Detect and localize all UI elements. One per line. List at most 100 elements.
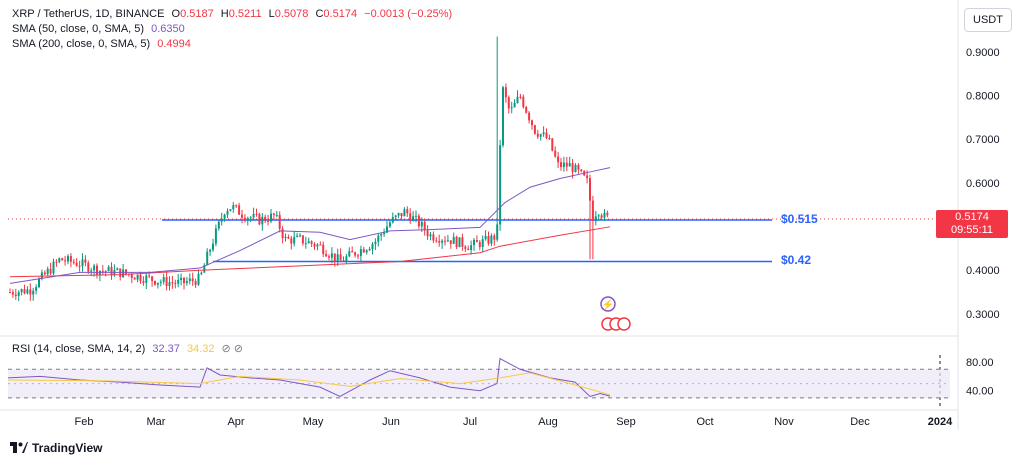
- candle-body: [38, 278, 40, 288]
- candle-body: [278, 214, 281, 229]
- rsi-label: RSI (14, close, SMA, 14, 2): [12, 343, 146, 355]
- candle-body: [562, 162, 565, 167]
- candle-body: [536, 133, 539, 137]
- candle-body: [415, 215, 417, 217]
- candle-body: [330, 253, 333, 258]
- price-tick: 0.9000: [966, 47, 1000, 59]
- price-tick: 0.8000: [966, 91, 1000, 103]
- candle-body: [238, 205, 241, 215]
- candle-body: [165, 277, 168, 287]
- candle-body: [522, 96, 525, 108]
- candle-body: [43, 272, 46, 275]
- candle-body: [322, 244, 325, 255]
- time-tick: May: [303, 416, 324, 428]
- candle-body: [342, 260, 345, 262]
- last-price: 0.5174: [955, 211, 989, 223]
- rsi-tick: 80.00: [966, 357, 994, 369]
- time-tick: Apr: [227, 416, 244, 428]
- symbol-label: XRP / TetherUS, 1D, BINANCE: [12, 8, 165, 20]
- candle-body: [23, 289, 26, 294]
- candle-body: [475, 239, 478, 243]
- candle-body: [78, 265, 81, 267]
- candle-body: [484, 235, 487, 240]
- candle-body: [394, 215, 397, 218]
- candle-body: [359, 249, 362, 256]
- price-tick: 0.6000: [966, 178, 1000, 190]
- candle-body: [496, 224, 499, 240]
- sma200-value: 0.4994: [157, 38, 191, 50]
- candle-body: [589, 178, 591, 201]
- time-tick: Oct: [696, 416, 713, 428]
- candle-body: [525, 107, 528, 113]
- candle-body: [145, 275, 148, 283]
- candle-body: [209, 249, 212, 252]
- tradingview-icon: [10, 442, 28, 453]
- eye-off-icon[interactable]: ⊘ ⊘: [221, 343, 244, 355]
- candle-body: [270, 213, 272, 222]
- rsi-band: [8, 369, 950, 398]
- candle-body: [406, 209, 409, 214]
- candle-body: [455, 236, 458, 248]
- candle-body: [29, 289, 32, 295]
- sma50-label: SMA (50, close, 0, SMA, 5): [12, 23, 145, 35]
- change-value: −0.0013 (−0.25%): [364, 8, 453, 20]
- candle-body: [504, 87, 507, 98]
- last-price-tag: 0.5174 09:55:11: [936, 210, 1008, 238]
- candle-body: [281, 228, 284, 238]
- rsi-sma-line: [7, 372, 611, 396]
- candle-body: [531, 120, 533, 126]
- low-value: 0.5078: [274, 8, 309, 20]
- candle-body: [139, 274, 142, 282]
- candle-body: [383, 232, 386, 235]
- candle-body: [420, 221, 423, 227]
- candle-body: [246, 218, 249, 221]
- tradingview-logo[interactable]: TradingView: [10, 441, 102, 455]
- currency-button[interactable]: USDT: [964, 8, 1012, 32]
- price-tick: 0.4000: [966, 265, 1000, 277]
- candle-body: [429, 234, 432, 237]
- candle-body: [458, 237, 461, 248]
- rsi-value: 32.37: [152, 343, 180, 355]
- candle-body: [446, 240, 449, 242]
- resistance-label: $0.515: [781, 212, 818, 226]
- candle-body: [26, 289, 29, 294]
- candle-body: [499, 145, 502, 225]
- candle-body: [110, 266, 113, 276]
- candle-body: [304, 243, 307, 245]
- candle-body: [243, 217, 246, 221]
- candle-body: [206, 251, 209, 266]
- candle-body: [325, 254, 328, 257]
- candle-body: [220, 218, 223, 222]
- candle-body: [400, 213, 403, 217]
- candle-body: [293, 236, 296, 244]
- high-value: 0.5211: [228, 8, 262, 20]
- candle-body: [470, 245, 473, 251]
- sma50-line: [9, 167, 611, 284]
- rsi-legend: RSI (14, close, SMA, 14, 2) 32.37 34.32 …: [12, 342, 243, 355]
- candle-body: [449, 240, 452, 244]
- candle-body: [490, 235, 493, 244]
- sma50-value: 0.6350: [151, 23, 185, 35]
- candle-body: [441, 240, 444, 243]
- candle-body: [217, 221, 220, 229]
- candle-body: [229, 209, 232, 212]
- candle-body: [58, 258, 61, 262]
- lightning-icon: [600, 296, 616, 312]
- candle-body: [473, 239, 475, 246]
- candle-body: [426, 230, 429, 237]
- candle-body: [513, 102, 516, 108]
- candle-body: [87, 262, 90, 272]
- candle-body: [249, 217, 252, 219]
- candle-body: [319, 244, 322, 246]
- time-tick: 2024: [928, 416, 953, 428]
- candle-body: [565, 162, 568, 167]
- candle-body: [519, 96, 522, 98]
- candle-body: [380, 234, 383, 236]
- close-value: 0.5174: [323, 8, 358, 20]
- candle-body: [84, 259, 87, 263]
- sma200-legend: SMA (200, close, 0, SMA, 5) 0.4994: [12, 38, 191, 50]
- candle-body: [200, 272, 203, 274]
- candle-body: [316, 244, 319, 247]
- candle-body: [516, 96, 519, 103]
